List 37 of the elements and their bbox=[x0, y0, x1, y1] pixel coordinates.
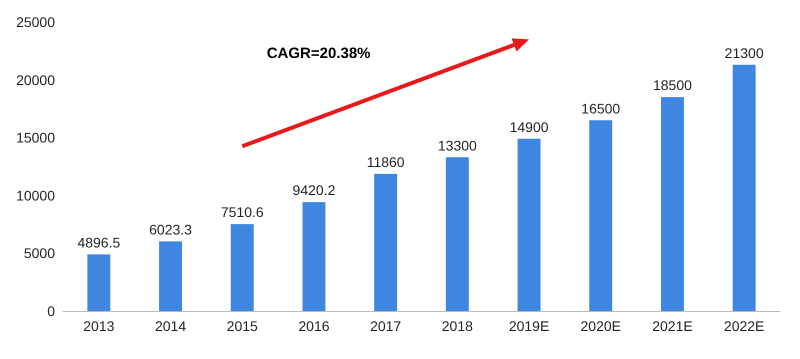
bar bbox=[159, 241, 182, 311]
x-tick-label: 2018 bbox=[442, 318, 474, 334]
bar bbox=[302, 202, 326, 311]
y-tick-label: 5000 bbox=[24, 245, 56, 262]
data-label: 18500 bbox=[652, 77, 692, 94]
bar bbox=[230, 224, 254, 311]
data-label: 11860 bbox=[366, 154, 405, 170]
annotation: CAGR=20.38% bbox=[266, 45, 371, 62]
bar bbox=[589, 120, 612, 311]
bar bbox=[660, 97, 684, 311]
x-tick-label: 2022E bbox=[724, 318, 764, 334]
data-label: 9420.2 bbox=[292, 182, 336, 198]
y-tick-label: 10000 bbox=[16, 187, 56, 204]
x-tick-label: 2019E bbox=[508, 318, 550, 334]
x-tick-label: 2013 bbox=[83, 318, 115, 334]
x-tick-label: 2014 bbox=[154, 318, 186, 334]
data-label: 16500 bbox=[581, 100, 620, 116]
x-tick-label: 2016 bbox=[298, 318, 330, 334]
x-tick-label: 2020E bbox=[580, 318, 621, 334]
x-tick-label: 2021E bbox=[652, 318, 693, 334]
bar bbox=[374, 174, 398, 311]
data-label: 4896.5 bbox=[77, 234, 120, 250]
data-label: 6023.3 bbox=[149, 221, 192, 238]
y-tick-label: 20000 bbox=[16, 72, 56, 88]
data-label: 13300 bbox=[438, 137, 478, 154]
bar bbox=[732, 64, 756, 311]
data-label: 14900 bbox=[510, 118, 549, 135]
y-tick-label: 0 bbox=[47, 303, 56, 319]
bar bbox=[518, 138, 541, 311]
data-label: 21300 bbox=[724, 44, 764, 61]
y-tick-label: 25000 bbox=[16, 14, 56, 30]
bar bbox=[87, 254, 110, 311]
x-tick-label: 2017 bbox=[370, 318, 402, 334]
data-label: 7510.6 bbox=[220, 204, 264, 220]
x-tick-label: 2015 bbox=[226, 318, 258, 334]
y-tick-label: 15000 bbox=[16, 130, 56, 146]
bar bbox=[446, 157, 469, 311]
